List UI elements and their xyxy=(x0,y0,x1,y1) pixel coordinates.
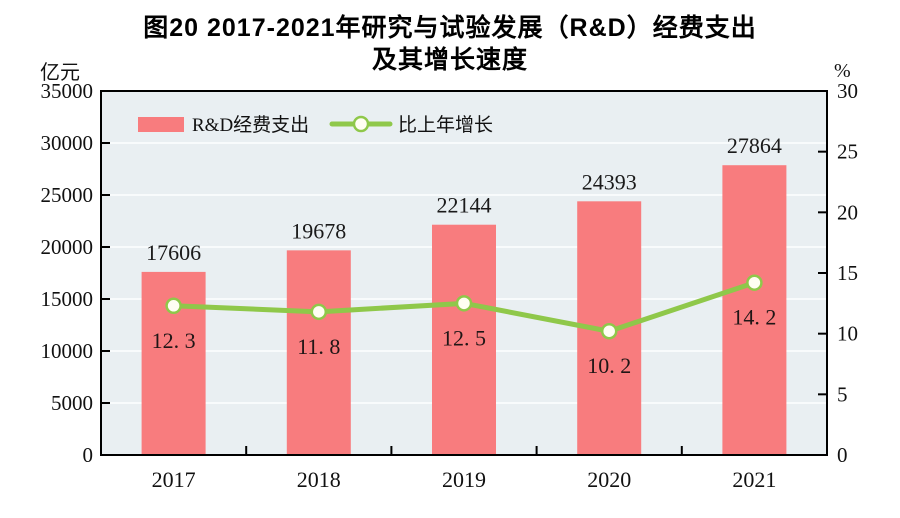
growth-value-label: 14. 2 xyxy=(732,305,776,330)
right-tick-label: 0 xyxy=(837,443,848,467)
x-tick-label: 2019 xyxy=(442,467,486,492)
left-tick-label: 10000 xyxy=(41,339,94,363)
left-tick-label: 20000 xyxy=(41,235,94,259)
legend-line-marker xyxy=(352,115,370,133)
bar-value-label: 24393 xyxy=(582,169,637,194)
left-axis-unit: 亿元 xyxy=(40,62,80,84)
bar-value-label: 19678 xyxy=(291,218,346,243)
left-tick-label: 35000 xyxy=(41,79,94,103)
bar xyxy=(432,224,496,455)
bar-value-label: 22144 xyxy=(437,193,492,218)
line-marker xyxy=(600,322,618,340)
right-tick-label: 5 xyxy=(837,382,848,406)
left-tick-label: 30000 xyxy=(41,131,94,155)
bar-value-label: 17606 xyxy=(146,240,201,265)
left-tick-label: 5000 xyxy=(51,391,93,415)
growth-value-label: 12. 5 xyxy=(442,325,486,350)
right-tick-label: 10 xyxy=(837,322,858,346)
line-marker xyxy=(746,274,763,291)
right-tick-label: 25 xyxy=(837,140,858,164)
x-tick-label: 2018 xyxy=(297,467,341,492)
legend-bar-swatch xyxy=(138,117,184,132)
line-marker xyxy=(455,295,473,312)
bar-value-label: 27864 xyxy=(727,133,782,158)
right-tick-label: 30 xyxy=(837,79,858,103)
bar xyxy=(286,250,351,455)
x-tick-label: 2017 xyxy=(152,467,196,492)
legend-bar-label: R&D经费支出 xyxy=(192,114,309,136)
growth-value-label: 12. 3 xyxy=(152,328,196,353)
chart-title-line2: 及其增长速度 xyxy=(371,46,528,74)
right-tick-label: 15 xyxy=(837,261,858,285)
x-tick-label: 2020 xyxy=(587,467,631,492)
right-tick-label: 20 xyxy=(837,200,858,224)
bar xyxy=(722,165,787,455)
chart-title: 图20 2017-2021年研究与试验发展（R&D）经费支出 及其增长速度 xyxy=(0,12,900,76)
line-marker xyxy=(310,303,328,321)
left-tick-label: 15000 xyxy=(41,287,94,311)
growth-value-label: 11. 8 xyxy=(297,334,340,359)
growth-value-label: 10. 2 xyxy=(587,353,631,378)
left-tick-label: 0 xyxy=(83,443,94,467)
left-tick-label: 25000 xyxy=(41,183,94,207)
right-axis-unit: % xyxy=(834,60,851,82)
x-tick-label: 2021 xyxy=(732,467,776,492)
line-marker xyxy=(165,297,182,315)
legend-line-label: 比上年增长 xyxy=(398,114,493,136)
chart-title-line1: 图20 2017-2021年研究与试验发展（R&D）经费支出 xyxy=(143,14,757,42)
